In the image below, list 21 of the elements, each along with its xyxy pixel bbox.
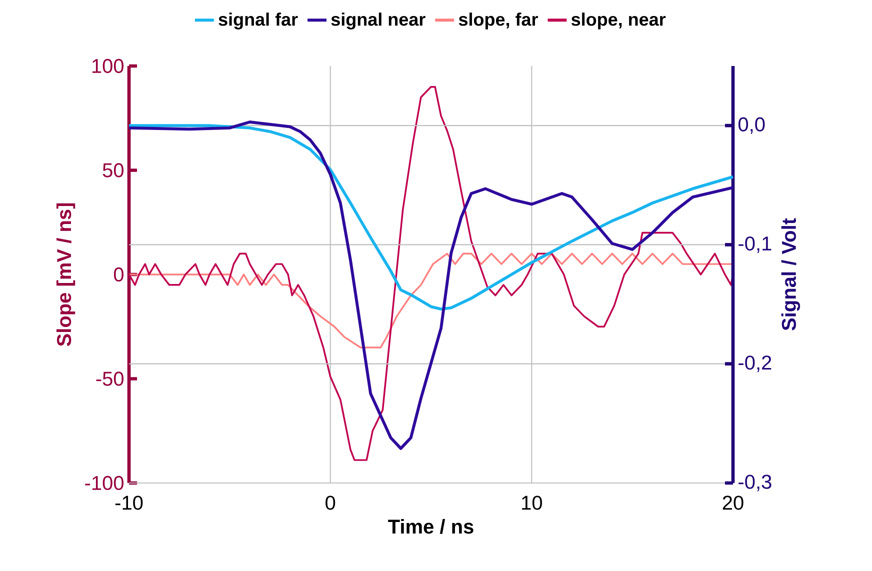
legend-label: slope, far bbox=[458, 12, 538, 30]
y-tick-label: -50 bbox=[96, 372, 124, 386]
y-axis-title: Slope [mV / ns] bbox=[56, 203, 76, 346]
x-tick-label: -10 bbox=[115, 496, 143, 510]
legend-label: signal far bbox=[218, 12, 298, 30]
y-tick-label: 0 bbox=[114, 267, 124, 282]
legend-label: slope, near bbox=[571, 12, 666, 30]
y2-axis-title: Signal / Volt bbox=[781, 218, 800, 330]
x-tick-label: 10 bbox=[522, 496, 542, 510]
y-tick-label: -100 bbox=[85, 476, 124, 490]
y2-tick-label: 0,0 bbox=[738, 117, 765, 134]
y2-tick-label: -0,3 bbox=[738, 474, 772, 492]
legend-label: signal near bbox=[331, 12, 426, 30]
y2-tick-label: -0,1 bbox=[738, 236, 772, 253]
x-tick-label: 0 bbox=[326, 496, 336, 510]
y-tick-label: 100 bbox=[92, 58, 124, 74]
line-series bbox=[128, 124, 734, 311]
x-tick-label: 20 bbox=[722, 496, 744, 510]
y-tick-label: 50 bbox=[102, 163, 124, 178]
x-axis-title: Time / ns bbox=[388, 519, 474, 534]
y2-tick-label: -0,2 bbox=[738, 356, 772, 372]
